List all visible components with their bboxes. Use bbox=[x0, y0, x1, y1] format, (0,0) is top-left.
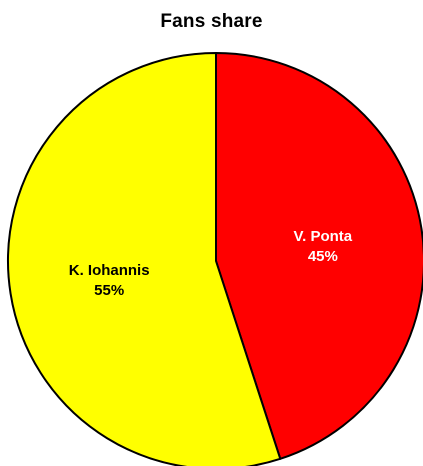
slice-percent-label: 45% bbox=[308, 248, 338, 265]
pie-slice-k-iohannis bbox=[7, 52, 282, 466]
slice-percent-label: 55% bbox=[94, 282, 124, 299]
chart-title: Fans share bbox=[160, 11, 263, 32]
slice-category-label: K. Iohannis bbox=[69, 262, 150, 279]
slice-category-label: V. Ponta bbox=[294, 228, 353, 245]
pie-slice-v-ponta bbox=[215, 52, 423, 460]
